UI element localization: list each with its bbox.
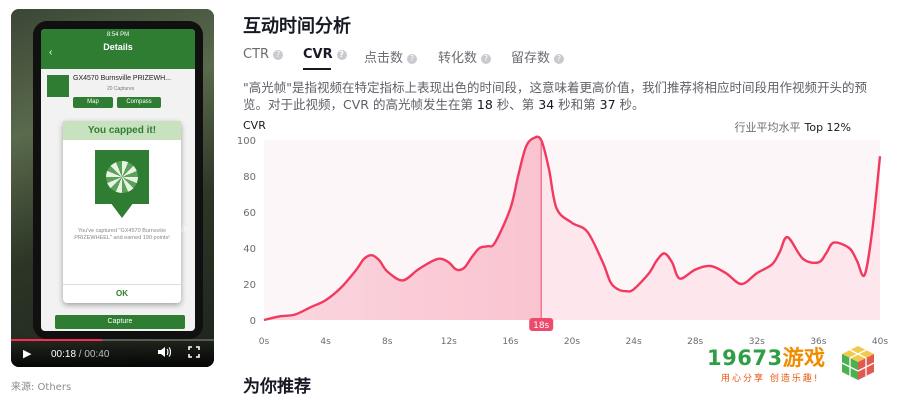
x-tick-label: 8s xyxy=(382,337,393,347)
capture-button: Capture xyxy=(55,315,185,329)
highlight-badge xyxy=(529,318,554,331)
desc-second-1: 18 xyxy=(476,97,493,112)
desc-text: 秒。 xyxy=(615,97,645,112)
x-tick-label: 0s xyxy=(259,337,270,347)
help-icon[interactable]: ? xyxy=(336,50,347,60)
fullscreen-icon[interactable] xyxy=(188,346,200,361)
x-tick-label: 32s xyxy=(749,337,765,347)
highlight-description: "高光帧"是指视频在特定指标上表现出色的时间段，这意味着更高价值，我们推荐将相应… xyxy=(243,79,883,113)
y-tick-label: 60 xyxy=(243,208,256,219)
prize-wheel-badge-icon xyxy=(95,150,149,220)
tab-retention-label: 留存数 xyxy=(511,51,551,66)
app-header: 8:54 PM Details ‹ xyxy=(41,29,195,69)
capture-modal: You capped it! You've captured "GX4570 B… xyxy=(63,121,181,303)
desc-second-3: 37 xyxy=(599,97,616,112)
page-title: 互动时间分析 xyxy=(243,16,351,37)
x-tick-label: 24s xyxy=(626,337,642,347)
site-watermark-logo: 19673游戏 用心分享 创造乐趣! xyxy=(707,340,887,390)
tab-retention[interactable]: 留存数? xyxy=(511,47,565,66)
phone-screen: 8:54 PM Details ‹ GX4570 Burnsville PRIZ… xyxy=(41,29,195,331)
play-icon[interactable]: ▶ xyxy=(23,348,32,360)
timecode: 00:18 / 00:40 xyxy=(51,349,109,360)
modal-message: You've captured "GX4570 Burnsville PRIZE… xyxy=(74,228,170,242)
modal-ok-button: OK xyxy=(63,284,181,303)
tab-ctr[interactable]: CTR? xyxy=(243,47,284,62)
brand-digits: 19673 xyxy=(707,346,783,370)
help-icon[interactable]: ? xyxy=(554,54,565,64)
brand-cn: 游戏 xyxy=(782,346,826,370)
app-title: Details xyxy=(103,42,133,52)
brand-name: 19673游戏 xyxy=(707,342,826,372)
map-button: Map xyxy=(73,97,113,108)
tab-clicks[interactable]: 点击数? xyxy=(364,47,418,66)
y-tick-label: 20 xyxy=(243,280,256,291)
y-tick-label: 40 xyxy=(243,244,256,255)
tab-ctr-label: CTR xyxy=(243,47,270,62)
video-progress-bar[interactable] xyxy=(11,339,214,341)
back-arrow-icon: ‹ xyxy=(49,47,53,58)
capture-count: 20 Captures xyxy=(107,86,135,92)
desc-text: 秒和第 xyxy=(554,97,600,112)
tab-conversions[interactable]: 转化数? xyxy=(438,47,492,66)
benchmark-value: Top 12% xyxy=(804,121,851,134)
desc-text: "高光帧"是指视频在特定指标上表现出色的时间段，这意味着更高价值，我们推荐将相应… xyxy=(243,80,868,112)
volume-icon[interactable] xyxy=(157,346,172,361)
recommend-title: 为你推荐 xyxy=(243,377,311,397)
tab-clicks-label: 点击数 xyxy=(364,51,404,66)
help-icon[interactable]: ? xyxy=(481,54,492,64)
tab-cvr[interactable]: CVR? xyxy=(303,47,347,62)
y-tick-label: 100 xyxy=(237,136,256,147)
benchmark: 行业平均水平 Top 12% xyxy=(734,119,851,135)
x-tick-label: 40s xyxy=(872,337,888,347)
x-tick-label: 20s xyxy=(564,337,580,347)
help-icon[interactable]: ? xyxy=(273,50,284,60)
desc-second-2: 34 xyxy=(538,97,555,112)
cvr-chart[interactable]: 0 20 40 60 80 100 0s 4s 8s 12s 16s 20s 24s 28s 32s 36s 4… xyxy=(236,134,888,348)
help-icon[interactable]: ? xyxy=(407,54,418,64)
x-tick-label: 16s xyxy=(502,337,518,347)
y-axis-title: CVR xyxy=(243,119,266,132)
cube-logo-icon xyxy=(841,346,875,380)
modal-title: You capped it! xyxy=(63,121,181,140)
compass-button: Compass xyxy=(117,97,161,108)
course-name: GX4570 Burnsville PRIZEWH... xyxy=(73,75,172,82)
active-tab-indicator xyxy=(303,68,331,70)
time-separator: / xyxy=(76,349,85,360)
cvr-series-line xyxy=(263,135,882,322)
course-card: GX4570 Burnsville PRIZEWH... 20 Captures… xyxy=(47,73,189,109)
benchmark-label: 行业平均水平 xyxy=(734,121,801,134)
tiktok-watermark: TikTok xyxy=(159,223,190,238)
duration: 00:40 xyxy=(84,349,110,360)
tab-cvr-label: CVR xyxy=(303,47,333,62)
current-time: 00:18 xyxy=(51,349,77,360)
brand-tagline: 用心分享 创造乐趣! xyxy=(721,374,820,384)
phone-in-video: 8:54 PM Details ‹ GX4570 Burnsville PRIZ… xyxy=(33,21,203,339)
y-tick-label: 0 xyxy=(250,316,256,327)
video-player[interactable]: 8:54 PM Details ‹ GX4570 Burnsville PRIZ… xyxy=(11,9,214,367)
video-progress-fill xyxy=(11,339,103,341)
x-tick-label: 28s xyxy=(687,337,703,347)
x-tick-label: 4s xyxy=(320,337,331,347)
course-logo-icon xyxy=(47,75,69,97)
highlight-badge-label: 18s xyxy=(533,321,549,331)
tab-conversions-label: 转化数 xyxy=(438,51,478,66)
highlight-area-fill xyxy=(264,136,542,320)
desc-text: 秒、第 xyxy=(492,97,539,112)
app-time: 8:54 PM xyxy=(106,32,130,38)
x-tick-label: 12s xyxy=(441,337,457,347)
x-tick-label: 36s xyxy=(810,337,826,347)
source-label: 来源: Others xyxy=(11,382,72,393)
video-controls: ▶ 00:18 / 00:40 xyxy=(11,337,214,367)
y-tick-label: 80 xyxy=(243,172,256,183)
